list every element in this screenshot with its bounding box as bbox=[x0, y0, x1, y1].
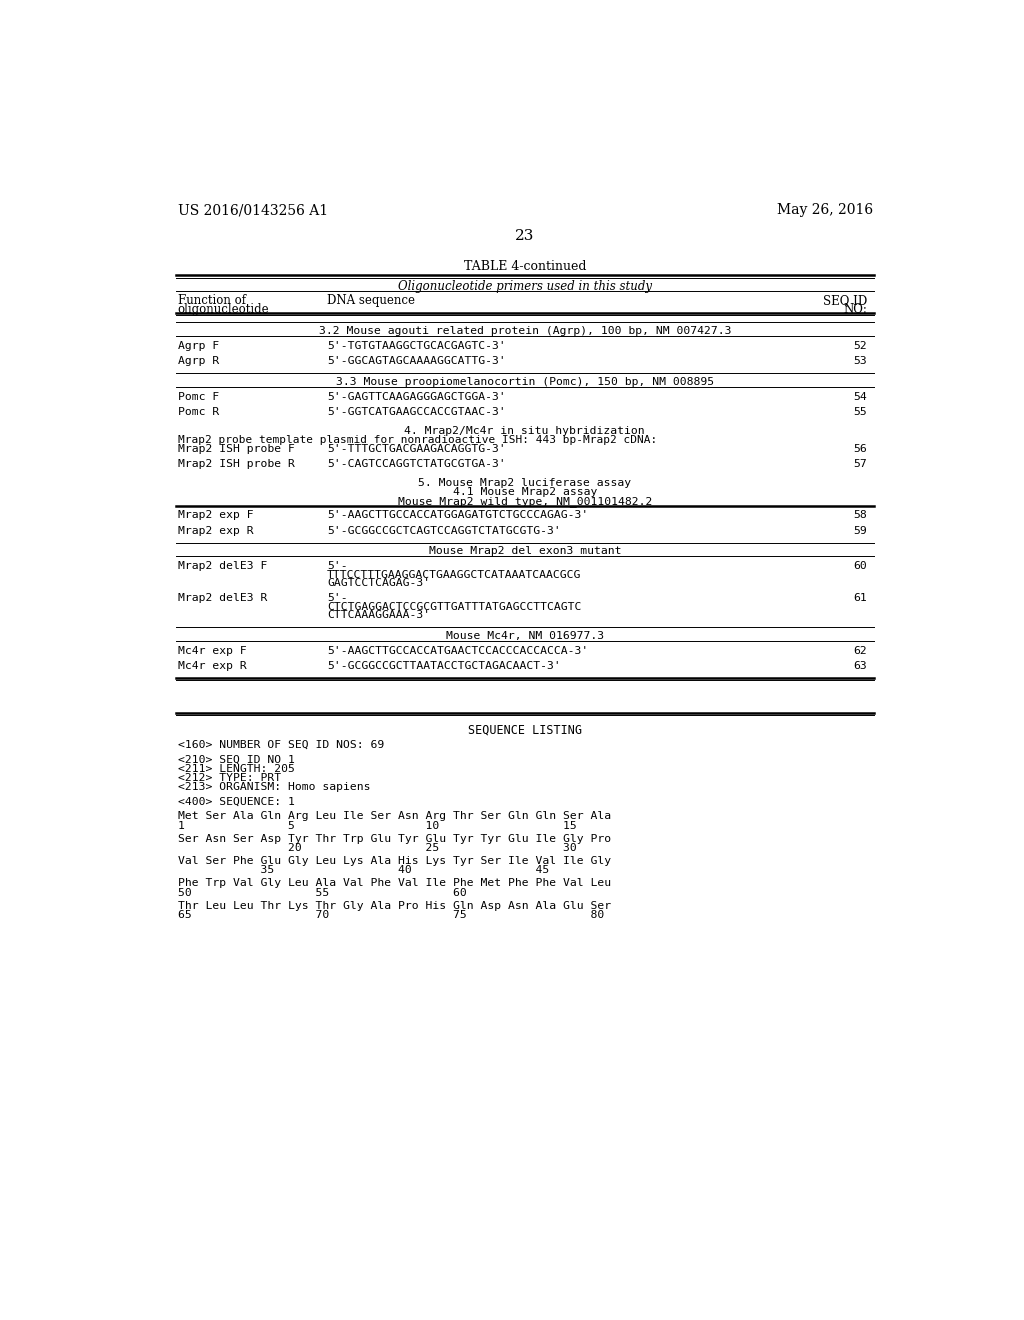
Text: Mrap2 probe template plasmid for nonradioactive ISH: 443 bp-Mrap2 cDNA:: Mrap2 probe template plasmid for nonradi… bbox=[177, 434, 656, 445]
Text: 5'-GGTCATGAAGCCACCGTAAC-3': 5'-GGTCATGAAGCCACCGTAAC-3' bbox=[328, 407, 506, 417]
Text: 5'-TGTGTAAGGCTGCACGAGTC-3': 5'-TGTGTAAGGCTGCACGAGTC-3' bbox=[328, 341, 506, 351]
Text: 5'-TTTGCTGACGAAGACAGGTG-3': 5'-TTTGCTGACGAAGACAGGTG-3' bbox=[328, 444, 506, 454]
Text: 56: 56 bbox=[854, 444, 867, 454]
Text: 5'-CAGTCCAGGTCTATGCGTGA-3': 5'-CAGTCCAGGTCTATGCGTGA-3' bbox=[328, 459, 506, 470]
Text: Mc4r exp F: Mc4r exp F bbox=[177, 645, 247, 656]
Text: Mrap2 delE3 F: Mrap2 delE3 F bbox=[177, 561, 267, 572]
Text: May 26, 2016: May 26, 2016 bbox=[777, 203, 873, 216]
Text: <213> ORGANISM: Homo sapiens: <213> ORGANISM: Homo sapiens bbox=[177, 781, 370, 792]
Text: Mouse Mc4r, NM_016977.3: Mouse Mc4r, NM_016977.3 bbox=[445, 631, 604, 642]
Text: 54: 54 bbox=[854, 392, 867, 401]
Text: Mrap2 ISH probe R: Mrap2 ISH probe R bbox=[177, 459, 295, 470]
Text: TABLE 4-continued: TABLE 4-continued bbox=[464, 260, 586, 273]
Text: <160> NUMBER OF SEQ ID NOS: 69: <160> NUMBER OF SEQ ID NOS: 69 bbox=[177, 739, 384, 750]
Text: Val Ser Phe Glu Gly Leu Lys Ala His Lys Tyr Ser Ile Val Ile Gly: Val Ser Phe Glu Gly Leu Lys Ala His Lys … bbox=[177, 857, 610, 866]
Text: Pomc R: Pomc R bbox=[177, 407, 219, 417]
Text: Mouse Mrap2 wild type, NM_001101482.2: Mouse Mrap2 wild type, NM_001101482.2 bbox=[397, 496, 652, 507]
Text: Phe Trp Val Gly Leu Ala Val Phe Val Ile Phe Met Phe Phe Val Leu: Phe Trp Val Gly Leu Ala Val Phe Val Ile … bbox=[177, 878, 610, 888]
Text: 5'-GGCAGTAGCAAAAGGCATTG-3': 5'-GGCAGTAGCAAAAGGCATTG-3' bbox=[328, 356, 506, 366]
Text: Mouse Mrap2 del exon3 mutant: Mouse Mrap2 del exon3 mutant bbox=[429, 545, 621, 556]
Text: 55: 55 bbox=[854, 407, 867, 417]
Text: 62: 62 bbox=[854, 645, 867, 656]
Text: 35                  40                  45: 35 40 45 bbox=[177, 866, 549, 875]
Text: Pomc F: Pomc F bbox=[177, 392, 219, 401]
Text: 5'-AAGCTTGCCACCATGGAGATGTCTGCCCAGAG-3': 5'-AAGCTTGCCACCATGGAGATGTCTGCCCAGAG-3' bbox=[328, 511, 589, 520]
Text: Mc4r exp R: Mc4r exp R bbox=[177, 661, 247, 671]
Text: CTCTGAGGACTCCGCGTTGATTTATGAGCCTTCAGTC: CTCTGAGGACTCCGCGTTGATTTATGAGCCTTCAGTC bbox=[328, 602, 582, 612]
Text: US 2016/0143256 A1: US 2016/0143256 A1 bbox=[177, 203, 328, 216]
Text: SEQ ID: SEQ ID bbox=[823, 294, 867, 308]
Text: Agrp F: Agrp F bbox=[177, 341, 219, 351]
Text: <400> SEQUENCE: 1: <400> SEQUENCE: 1 bbox=[177, 797, 295, 807]
Text: 4.1 Mouse Mrap2 assay: 4.1 Mouse Mrap2 assay bbox=[453, 487, 597, 498]
Text: 5'-AAGCTTGCCACCATGAACTCCACCCACCACCA-3': 5'-AAGCTTGCCACCATGAACTCCACCCACCACCA-3' bbox=[328, 645, 589, 656]
Text: 63: 63 bbox=[854, 661, 867, 671]
Text: 20                  25                  30: 20 25 30 bbox=[177, 843, 577, 853]
Text: 60: 60 bbox=[854, 561, 867, 572]
Text: <210> SEQ ID NO 1: <210> SEQ ID NO 1 bbox=[177, 755, 295, 764]
Text: 59: 59 bbox=[854, 525, 867, 536]
Text: 57: 57 bbox=[854, 459, 867, 470]
Text: 23: 23 bbox=[515, 230, 535, 243]
Text: CTTCAAAGGAAA-3': CTTCAAAGGAAA-3' bbox=[328, 610, 430, 620]
Text: 5. Mouse Mrap2 luciferase assay: 5. Mouse Mrap2 luciferase assay bbox=[418, 478, 632, 488]
Text: 58: 58 bbox=[854, 511, 867, 520]
Text: 52: 52 bbox=[854, 341, 867, 351]
Text: NO:: NO: bbox=[844, 304, 867, 317]
Text: 65                  70                  75                  80: 65 70 75 80 bbox=[177, 909, 604, 920]
Text: oligonucleotide: oligonucleotide bbox=[177, 304, 269, 317]
Text: 5'-: 5'- bbox=[328, 594, 348, 603]
Text: 5'-GCGGCCGCTTAATACCTGCTAGACAACT-3': 5'-GCGGCCGCTTAATACCTGCTAGACAACT-3' bbox=[328, 661, 561, 671]
Text: Ser Asn Ser Asp Tyr Thr Trp Glu Tyr Glu Tyr Tyr Glu Ile Gly Pro: Ser Asn Ser Asp Tyr Thr Trp Glu Tyr Glu … bbox=[177, 834, 610, 843]
Text: DNA sequence: DNA sequence bbox=[328, 294, 415, 308]
Text: 1               5                   10                  15: 1 5 10 15 bbox=[177, 821, 577, 830]
Text: <212> TYPE: PRT: <212> TYPE: PRT bbox=[177, 774, 281, 783]
Text: Oligonucleotide primers used in this study: Oligonucleotide primers used in this stu… bbox=[397, 280, 652, 293]
Text: <211> LENGTH: 205: <211> LENGTH: 205 bbox=[177, 763, 295, 774]
Text: Agrp R: Agrp R bbox=[177, 356, 219, 366]
Text: Mrap2 ISH probe F: Mrap2 ISH probe F bbox=[177, 444, 295, 454]
Text: 5'-: 5'- bbox=[328, 561, 348, 572]
Text: Function of: Function of bbox=[177, 294, 246, 308]
Text: Thr Leu Leu Thr Lys Thr Gly Ala Pro His Gln Asp Asn Ala Glu Ser: Thr Leu Leu Thr Lys Thr Gly Ala Pro His … bbox=[177, 900, 610, 911]
Text: GAGTCCTCAGAG-3': GAGTCCTCAGAG-3' bbox=[328, 578, 430, 587]
Text: 5'-GCGGCCGCTCAGTCCAGGTCTATGCGTG-3': 5'-GCGGCCGCTCAGTCCAGGTCTATGCGTG-3' bbox=[328, 525, 561, 536]
Text: Mrap2 exp F: Mrap2 exp F bbox=[177, 511, 253, 520]
Text: Mrap2 exp R: Mrap2 exp R bbox=[177, 525, 253, 536]
Text: 53: 53 bbox=[854, 356, 867, 366]
Text: Met Ser Ala Gln Arg Leu Ile Ser Asn Arg Thr Ser Gln Gln Ser Ala: Met Ser Ala Gln Arg Leu Ile Ser Asn Arg … bbox=[177, 812, 610, 821]
Text: SEQUENCE LISTING: SEQUENCE LISTING bbox=[468, 723, 582, 737]
Text: TTTCCTTTGAAGGACTGAAGGCTCATAAATCAACGCG: TTTCCTTTGAAGGACTGAAGGCTCATAAATCAACGCG bbox=[328, 570, 582, 579]
Text: 3.3 Mouse proopiomelanocortin (Pomc), 150 bp, NM_008895: 3.3 Mouse proopiomelanocortin (Pomc), 15… bbox=[336, 376, 714, 387]
Text: 5'-GAGTTCAAGAGGGAGCTGGA-3': 5'-GAGTTCAAGAGGGAGCTGGA-3' bbox=[328, 392, 506, 401]
Text: Mrap2 delE3 R: Mrap2 delE3 R bbox=[177, 594, 267, 603]
Text: 61: 61 bbox=[854, 594, 867, 603]
Text: 3.2 Mouse agouti related protein (Agrp), 100 bp, NM_007427.3: 3.2 Mouse agouti related protein (Agrp),… bbox=[318, 326, 731, 337]
Text: 50                  55                  60: 50 55 60 bbox=[177, 887, 466, 898]
Text: 4. Mrap2/Mc4r in situ hybridization: 4. Mrap2/Mc4r in situ hybridization bbox=[404, 425, 645, 436]
